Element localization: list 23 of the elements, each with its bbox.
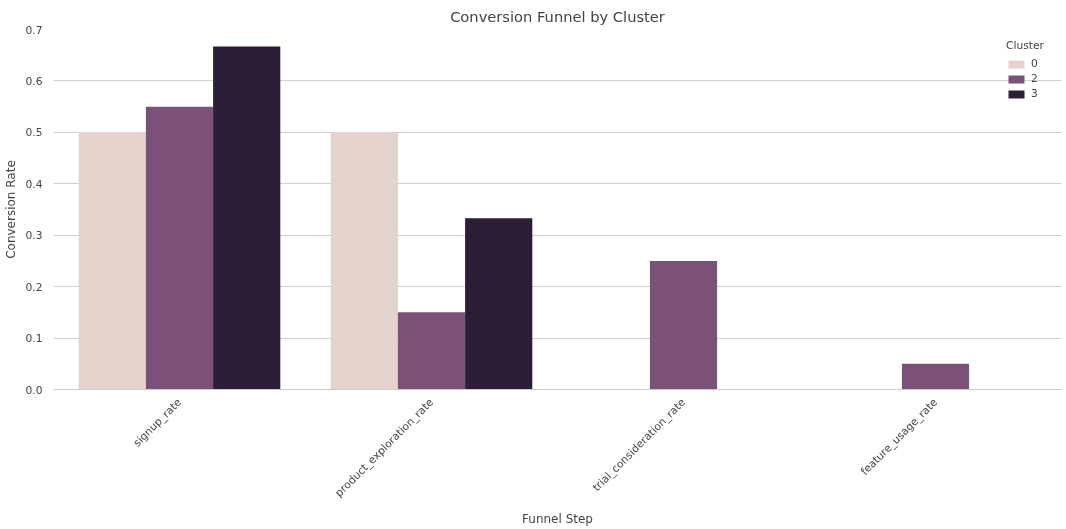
x-axis-title: Funnel Step [522,512,593,527]
y-tick-label: 0.4 [25,177,43,191]
bar [649,260,718,390]
legend-label: 3 [1031,87,1039,100]
bar [330,132,398,390]
bar [901,363,970,390]
bar [397,312,466,390]
y-tick-label: 0.0 [25,383,43,397]
bar [465,218,533,390]
y-tick-label: 0.1 [25,332,43,346]
bar [145,106,214,390]
y-tick-label: 0.2 [25,280,43,294]
legend-title: Cluster [1006,39,1045,52]
legend-label: 0 [1031,57,1039,70]
chart-title: Conversion Funnel by Cluster [450,7,666,25]
y-tick-label: 0.7 [25,23,43,37]
y-tick-label: 0.5 [25,126,43,140]
y-tick-label: 0.6 [25,74,43,88]
bar [78,132,146,390]
y-axis-title: Conversion Rate [3,160,18,259]
bar [213,46,281,390]
legend-label: 2 [1031,72,1039,85]
y-tick-label: 0.3 [25,229,43,243]
